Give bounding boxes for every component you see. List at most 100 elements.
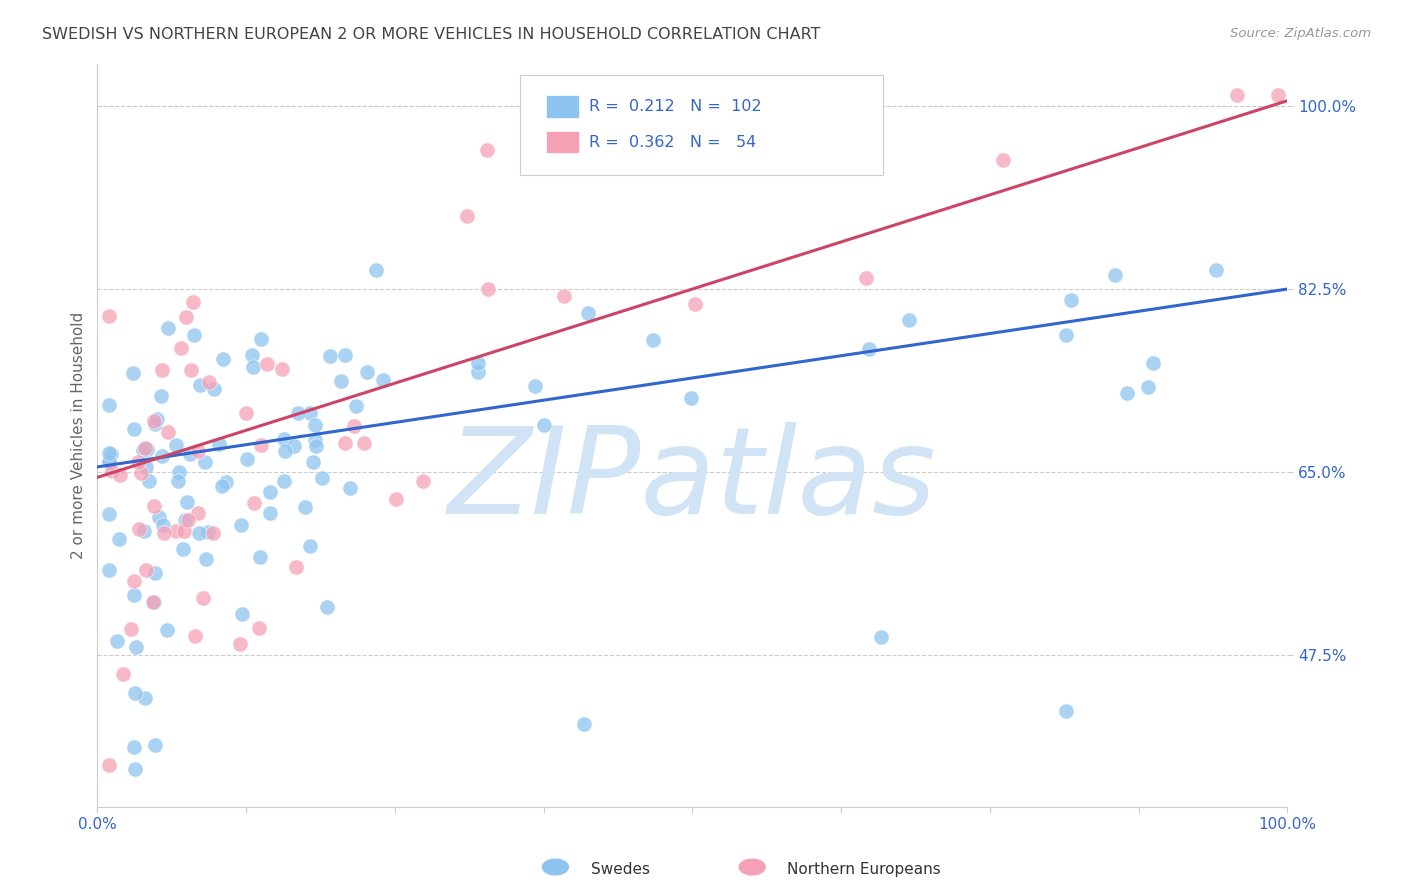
Point (576, 306, 599, 320)
Point (256, 358, 278, 372)
Point (1104, 268, 1126, 282)
Point (105, 634, 128, 648)
Point (316, 599, 339, 614)
Point (112, 667, 135, 681)
Point (153, 526, 176, 541)
Point (142, 499, 165, 513)
Point (242, 359, 264, 374)
Point (283, 440, 305, 454)
Point (129, 466, 152, 480)
Point (142, 414, 165, 428)
FancyBboxPatch shape (546, 131, 579, 153)
Point (122, 588, 145, 602)
Point (991, 153, 1014, 167)
Point (467, 356, 489, 370)
Point (188, 378, 211, 392)
Point (259, 506, 281, 520)
Point (298, 539, 321, 553)
Point (229, 637, 252, 651)
Point (235, 406, 257, 420)
Y-axis label: 2 or more Vehicles in Household: 2 or more Vehicles in Household (72, 312, 86, 559)
Point (145, 566, 167, 581)
Point (202, 382, 225, 396)
Point (683, 297, 706, 311)
Point (150, 389, 173, 403)
Point (477, 282, 499, 296)
Point (1054, 328, 1077, 343)
Point (142, 595, 165, 609)
Point (180, 362, 202, 376)
Point (125, 640, 148, 654)
Point (193, 591, 215, 606)
Point (855, 271, 877, 285)
Point (98, 455, 121, 469)
Point (273, 475, 295, 489)
Point (467, 365, 489, 379)
Point (167, 474, 190, 488)
Point (356, 365, 378, 379)
Point (98, 507, 121, 521)
Point (100, 464, 122, 478)
Point (127, 455, 149, 469)
Point (156, 425, 179, 440)
Point (157, 321, 180, 335)
Point (122, 422, 145, 436)
Point (187, 507, 209, 521)
Point (385, 492, 408, 507)
Point (259, 485, 281, 500)
Point (311, 471, 333, 485)
Point (98, 398, 121, 412)
Point (240, 348, 263, 362)
Point (134, 441, 156, 455)
Point (148, 510, 170, 524)
FancyBboxPatch shape (520, 75, 883, 176)
Point (187, 526, 209, 541)
Point (98, 446, 121, 460)
Point (173, 524, 195, 538)
Point (329, 374, 352, 388)
Point (524, 379, 547, 393)
Point (364, 263, 387, 277)
Point (247, 622, 270, 636)
Point (194, 455, 217, 469)
Point (249, 550, 271, 565)
Point (135, 460, 157, 475)
Point (100, 447, 122, 461)
Point (1267, 88, 1289, 103)
Point (202, 526, 225, 541)
Point (142, 594, 165, 608)
Text: SWEDISH VS NORTHERN EUROPEAN 2 OR MORE VEHICLES IN HOUSEHOLD CORRELATION CHART: SWEDISH VS NORTHERN EUROPEAN 2 OR MORE V… (42, 27, 821, 42)
Point (344, 399, 367, 413)
Point (353, 436, 375, 450)
Text: Source: ZipAtlas.com: Source: ZipAtlas.com (1230, 27, 1371, 40)
Point (273, 433, 295, 447)
Point (1226, 88, 1249, 103)
Point (124, 574, 146, 588)
Point (870, 630, 893, 644)
Point (132, 442, 155, 457)
Point (108, 467, 131, 482)
Point (319, 349, 342, 363)
Point (229, 518, 252, 533)
Point (197, 524, 219, 539)
Point (343, 419, 366, 434)
Point (167, 465, 190, 479)
Point (679, 391, 702, 405)
Point (122, 740, 145, 755)
Point (274, 443, 297, 458)
Point (412, 475, 434, 489)
Point (198, 375, 221, 389)
Point (181, 295, 204, 310)
Point (165, 524, 187, 538)
Point (1056, 704, 1078, 718)
Point (553, 289, 575, 303)
Point (143, 417, 166, 432)
Point (1137, 380, 1160, 394)
Point (1116, 385, 1139, 400)
Point (208, 437, 231, 451)
Point (242, 496, 264, 510)
Point (155, 623, 177, 637)
Point (250, 332, 273, 346)
Point (249, 438, 271, 452)
Point (187, 443, 209, 458)
